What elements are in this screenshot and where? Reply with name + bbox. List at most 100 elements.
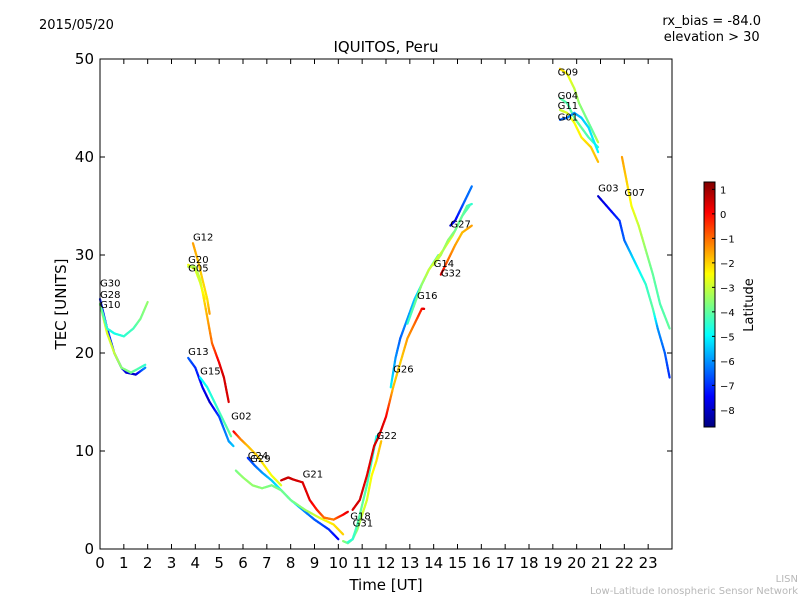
colorbar-tick-label: 0 bbox=[720, 210, 726, 221]
footer-line1: LISN bbox=[775, 574, 798, 585]
satellite-label: G29 bbox=[250, 454, 270, 465]
y-tick-label: 30 bbox=[75, 246, 94, 264]
satellite-label: G20 bbox=[188, 255, 208, 266]
x-tick-label: 23 bbox=[639, 554, 658, 572]
colorbar-tick-label: −6 bbox=[720, 357, 735, 368]
trace-segment bbox=[667, 373, 671, 379]
y-tick-label: 0 bbox=[84, 540, 94, 558]
satellite-labels: G30G28G10G12G20G05G13G15G02G24G29G21G18G… bbox=[100, 68, 645, 530]
trace-segment bbox=[142, 366, 147, 370]
trace-g07 bbox=[620, 155, 671, 330]
x-tick-label: 11 bbox=[353, 554, 372, 572]
trace-g22 bbox=[351, 307, 426, 511]
trace-segment bbox=[467, 204, 471, 209]
trace-g32 bbox=[439, 224, 473, 276]
x-tick-label: 2 bbox=[143, 554, 153, 572]
trace-g24 bbox=[246, 456, 340, 541]
x-tick-label: 5 bbox=[214, 554, 224, 572]
satellite-label: G22 bbox=[376, 431, 396, 442]
chart-title: IQUITOS, Peru bbox=[333, 38, 439, 56]
x-tick-label: 12 bbox=[376, 554, 395, 572]
trace-segment bbox=[469, 185, 473, 190]
satellite-label: G32 bbox=[441, 269, 461, 280]
satellite-label: G21 bbox=[303, 469, 323, 480]
rx-bias-label: rx_bias = -84.0 bbox=[662, 14, 761, 29]
satellite-label: G15 bbox=[200, 367, 220, 378]
trace-segment bbox=[231, 444, 235, 448]
colorbar-tick-label: 1 bbox=[720, 185, 726, 196]
y-axis: 0 10 20 30 40 50 bbox=[75, 50, 672, 558]
satellite-label: G26 bbox=[393, 365, 413, 376]
trace-segment bbox=[227, 397, 230, 404]
colorbar-label: Latitude bbox=[742, 278, 757, 332]
x-tick-label: 1 bbox=[119, 554, 129, 572]
y-tick-label: 40 bbox=[75, 148, 94, 166]
trace-segment bbox=[595, 147, 600, 154]
satellite-label: G07 bbox=[624, 188, 644, 199]
x-tick-label: 7 bbox=[262, 554, 272, 572]
x-axis-label: Time [UT] bbox=[348, 576, 422, 594]
trace-segment bbox=[145, 300, 149, 306]
footer-line2: Low-Latitude Ionospheric Sensor Network bbox=[590, 586, 798, 597]
satellite-label: G02 bbox=[231, 412, 251, 423]
trace-g10 bbox=[98, 300, 149, 338]
y-tick-label: 50 bbox=[75, 50, 94, 68]
elevation-label: elevation > 30 bbox=[663, 30, 760, 45]
trace-g09 bbox=[558, 67, 600, 144]
trace-g01 bbox=[558, 111, 600, 154]
x-tick-label: 0 bbox=[95, 554, 105, 572]
x-tick-label: 14 bbox=[424, 554, 443, 572]
trace-segment bbox=[379, 440, 383, 445]
satellite-label: G01 bbox=[558, 113, 578, 124]
trace-g12 bbox=[191, 242, 211, 315]
trace-g11 bbox=[558, 108, 600, 163]
trace-segment bbox=[596, 158, 600, 163]
satellite-label: G12 bbox=[193, 232, 213, 243]
trace-segment bbox=[142, 363, 147, 367]
x-tick-label: 9 bbox=[310, 554, 320, 572]
colorbar-tick-label: −7 bbox=[720, 381, 735, 392]
x-tick-label: 17 bbox=[496, 554, 515, 572]
satellite-label: G13 bbox=[188, 347, 208, 358]
tec-traces bbox=[98, 67, 671, 545]
trace-g29 bbox=[234, 469, 345, 536]
trace-segment bbox=[596, 139, 600, 144]
satellite-label: G28 bbox=[100, 290, 120, 301]
satellite-label: G31 bbox=[353, 518, 373, 529]
y-tick-label: 10 bbox=[75, 442, 94, 460]
satellite-label: G27 bbox=[450, 220, 470, 231]
trace-segment bbox=[340, 531, 345, 536]
x-tick-label: 10 bbox=[329, 554, 348, 572]
colorbar-tick-label: −2 bbox=[720, 259, 735, 270]
colorbar-tick-label: −4 bbox=[720, 308, 735, 319]
trace-g02 bbox=[232, 430, 283, 487]
trace-segment bbox=[595, 144, 600, 149]
x-tick-label: 4 bbox=[191, 554, 201, 572]
trace-g28 bbox=[98, 302, 147, 374]
satellite-label: G11 bbox=[558, 101, 578, 112]
trace-segment bbox=[374, 435, 378, 441]
date-label: 2015/05/20 bbox=[39, 18, 114, 33]
satellite-label: G30 bbox=[100, 278, 120, 289]
satellite-label: G18 bbox=[350, 512, 370, 523]
colorbar-tick-label: −8 bbox=[720, 406, 735, 417]
satellite-label: G04 bbox=[558, 91, 578, 102]
x-tick-label: 6 bbox=[238, 554, 248, 572]
trace-segment bbox=[667, 324, 671, 330]
trace-g14 bbox=[432, 204, 471, 266]
x-tick-label: 3 bbox=[167, 554, 177, 572]
colorbar-tick-label: −5 bbox=[720, 332, 735, 343]
x-tick-label: 18 bbox=[519, 554, 538, 572]
satellite-label: G09 bbox=[558, 68, 578, 79]
trace-segment bbox=[229, 433, 233, 438]
colorbar-tick-label: −3 bbox=[720, 283, 735, 294]
colorbar-ticks: 1 0 −1 −2 −3 −4 −5 −6 −7 −8 bbox=[712, 185, 735, 417]
x-axis: 0 1 2 3 4 5 6 7 8 9 10 11 12 13 14 15 16 17 18 19 20 21 22 23 bbox=[95, 59, 658, 572]
satellite-label: G24 bbox=[248, 451, 268, 462]
colorbar-tick-label: −1 bbox=[720, 234, 735, 245]
x-tick-label: 16 bbox=[472, 554, 491, 572]
satellite-label: G03 bbox=[598, 183, 618, 194]
trace-segment bbox=[278, 482, 283, 487]
x-tick-label: 22 bbox=[615, 554, 634, 572]
y-tick-label: 20 bbox=[75, 344, 94, 362]
